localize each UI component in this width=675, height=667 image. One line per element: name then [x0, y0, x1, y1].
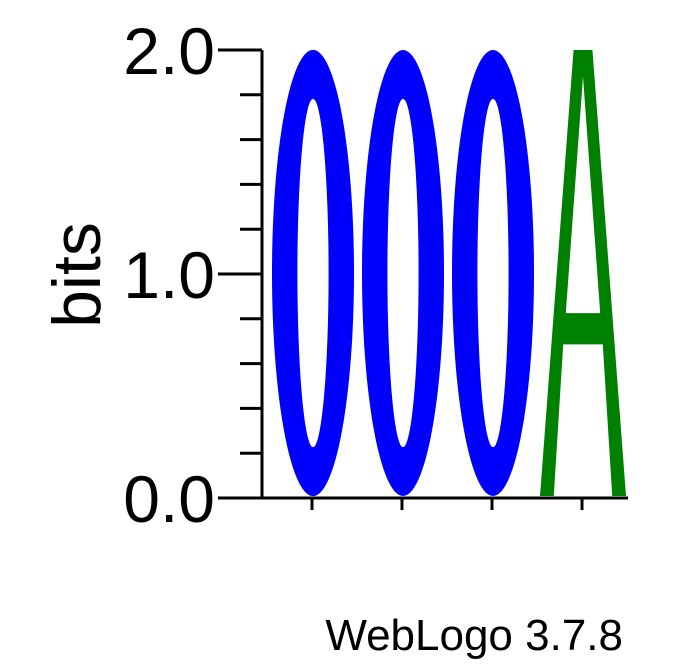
glyph-pos1-c	[272, 49, 355, 497]
letter-shape	[272, 49, 355, 497]
letter-shape	[362, 50, 444, 496]
glyph-pos4-a	[540, 50, 626, 496]
glyph-pos2-c	[362, 50, 444, 496]
footer-credit: WebLogo 3.7.8	[325, 611, 623, 660]
letter-stacks	[272, 49, 626, 497]
y-tick-label: 0.0	[123, 462, 215, 536]
glyph-pos3-c	[452, 50, 534, 496]
letter-shape	[452, 50, 534, 496]
axes: 0.0 1.0 2.0	[123, 14, 628, 536]
y-tick-label: 2.0	[123, 14, 215, 88]
letter-shape	[540, 50, 626, 496]
y-tick-label: 1.0	[123, 238, 215, 312]
y-axis-label: bits	[39, 222, 115, 328]
